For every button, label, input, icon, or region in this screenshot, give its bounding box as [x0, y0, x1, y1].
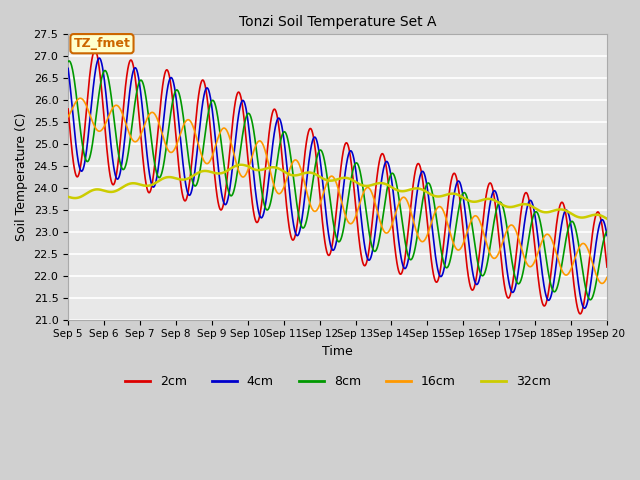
Line: 8cm: 8cm [68, 61, 607, 300]
4cm [593, 236, 600, 241]
8cm [158, 170, 166, 176]
32cm [534, 207, 542, 213]
16cm [534, 248, 542, 254]
32cm [271, 165, 279, 170]
Y-axis label: Soil Temperature (C): Soil Temperature (C) [15, 113, 28, 241]
Line: 2cm: 2cm [68, 50, 607, 314]
16cm [126, 132, 134, 138]
4cm [580, 305, 588, 311]
16cm [158, 130, 166, 135]
Line: 32cm: 32cm [68, 165, 607, 219]
4cm [64, 66, 72, 72]
16cm [598, 280, 606, 286]
8cm [294, 211, 302, 216]
Text: TZ_fmet: TZ_fmet [74, 37, 131, 50]
Legend: 2cm, 4cm, 8cm, 16cm, 32cm: 2cm, 4cm, 8cm, 16cm, 32cm [120, 371, 556, 394]
16cm [76, 96, 84, 101]
32cm [603, 216, 611, 222]
8cm [593, 276, 600, 282]
Line: 4cm: 4cm [68, 58, 607, 308]
Line: 16cm: 16cm [68, 98, 607, 283]
32cm [237, 162, 245, 168]
2cm [603, 264, 611, 270]
4cm [603, 233, 611, 239]
32cm [294, 172, 302, 178]
2cm [64, 106, 72, 112]
2cm [534, 278, 542, 284]
16cm [294, 160, 302, 166]
8cm [603, 228, 611, 234]
8cm [65, 58, 73, 64]
4cm [158, 134, 166, 140]
X-axis label: Time: Time [322, 345, 353, 358]
2cm [593, 210, 600, 216]
2cm [126, 59, 134, 64]
4cm [294, 232, 302, 238]
32cm [126, 181, 134, 187]
16cm [64, 114, 72, 120]
Title: Tonzi Soil Temperature Set A: Tonzi Soil Temperature Set A [239, 15, 436, 29]
8cm [534, 213, 542, 218]
32cm [593, 212, 600, 217]
4cm [271, 126, 279, 132]
16cm [593, 273, 600, 279]
2cm [294, 213, 302, 219]
32cm [64, 194, 72, 200]
2cm [271, 107, 279, 112]
2cm [91, 48, 99, 53]
16cm [271, 185, 279, 191]
4cm [95, 55, 103, 61]
8cm [126, 140, 134, 145]
2cm [577, 311, 584, 317]
4cm [126, 88, 134, 94]
2cm [158, 90, 166, 96]
32cm [157, 176, 165, 182]
8cm [64, 59, 72, 64]
8cm [586, 297, 594, 303]
16cm [603, 275, 611, 280]
8cm [271, 174, 279, 180]
4cm [534, 240, 542, 246]
